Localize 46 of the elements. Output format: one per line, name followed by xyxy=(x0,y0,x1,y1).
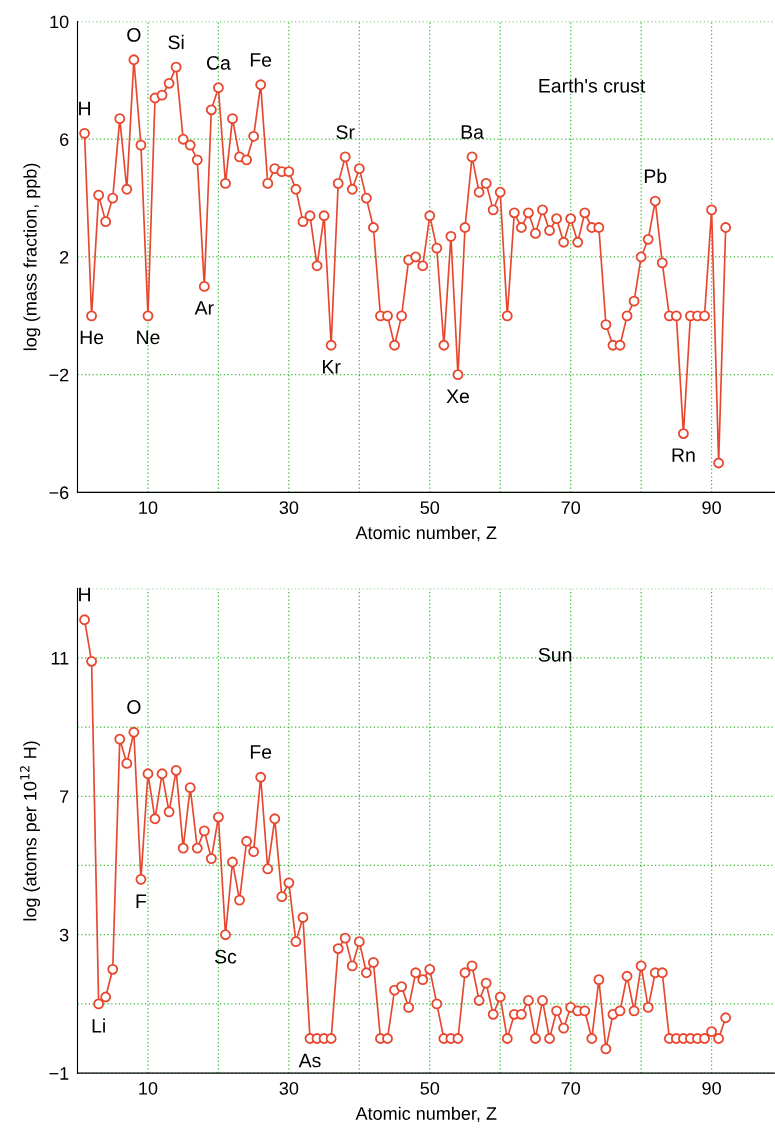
annotation: O xyxy=(127,700,141,714)
annotation: Sc xyxy=(214,949,237,964)
x-tick-label: 30 xyxy=(279,1081,299,1095)
annotation: F xyxy=(136,894,147,908)
x-tick-label: 10 xyxy=(139,1081,158,1095)
annotation: Ca xyxy=(206,55,231,70)
y-tick-label: 7 xyxy=(60,790,69,803)
annotation: He xyxy=(80,330,104,345)
annotation: Si xyxy=(168,34,184,50)
y-tick-label: 6 xyxy=(60,133,69,146)
y-tick-label: −6 xyxy=(49,486,69,500)
y-tick-label: 3 xyxy=(59,928,69,942)
x-tick-label: 30 xyxy=(279,501,299,515)
y-axis-title: log (atoms per 10$^{12}$ H) xyxy=(20,741,41,921)
y-tick-label: −1 xyxy=(49,1067,69,1080)
annotation: H xyxy=(79,101,90,116)
annotation: As xyxy=(298,1053,321,1068)
annotation: Pb xyxy=(644,168,667,184)
y-tick-label: 10 xyxy=(50,15,69,29)
x-tick-label: 90 xyxy=(702,1081,721,1095)
y-axis-title: log (mass fraction, ppb) xyxy=(23,163,41,351)
x-tick-label: 90 xyxy=(702,501,721,515)
annotation: Sun xyxy=(538,647,572,662)
annotation: Fe xyxy=(250,53,272,67)
annotation: Li xyxy=(92,1018,105,1033)
annotation: O xyxy=(127,28,141,42)
y-tick-label: 2 xyxy=(60,250,69,264)
annotation: Sr xyxy=(336,125,355,139)
annotation: Ne xyxy=(137,330,160,345)
annotation: Fe xyxy=(250,745,272,759)
x-tick-label: 50 xyxy=(420,1081,440,1095)
annotation: Ba xyxy=(461,125,484,139)
annotation: Earth's crust xyxy=(539,78,646,93)
y-tick-label: −2 xyxy=(49,368,69,382)
y-tick-label: 11 xyxy=(51,651,69,665)
annotation: Rn xyxy=(672,448,695,462)
x-tick-label: 70 xyxy=(561,501,581,515)
annotation: H xyxy=(79,587,90,602)
x-tick-label: 10 xyxy=(139,501,158,515)
x-tick-label: 50 xyxy=(420,501,440,515)
annotation: Kr xyxy=(323,360,341,374)
annotation: Xe xyxy=(446,389,469,404)
x-tick-label: 70 xyxy=(561,1081,581,1095)
x-axis-title: Atomic number, Z xyxy=(355,525,497,542)
annotation: Ar xyxy=(194,301,214,315)
x-axis-title: Atomic number, Z xyxy=(355,1106,497,1123)
